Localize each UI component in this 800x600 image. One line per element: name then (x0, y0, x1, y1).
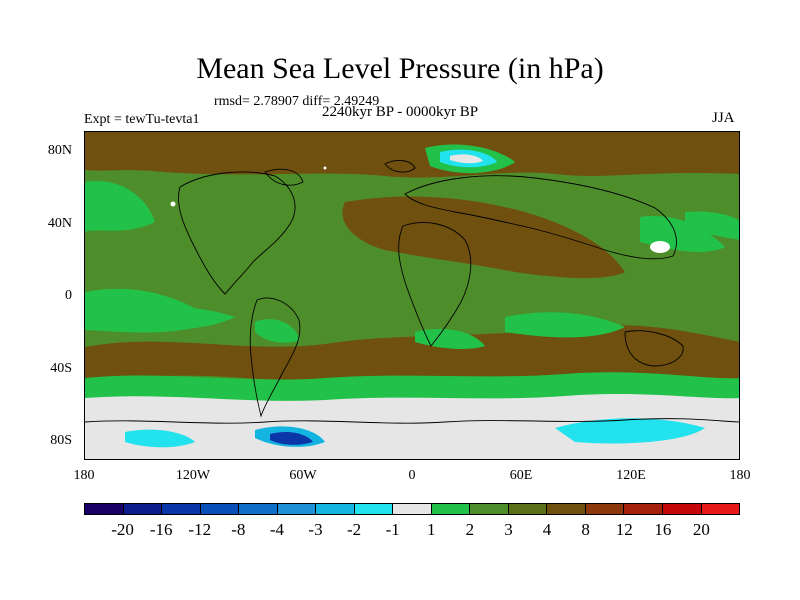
colorbar-label: 8 (581, 520, 590, 539)
colorbar-label: -1 (385, 520, 400, 539)
lon-label-60w: 60W (289, 468, 317, 483)
lon-label-120e: 120E (616, 468, 646, 483)
colorbar-label: 3 (504, 520, 513, 539)
field-north-pacific-east-low (685, 211, 739, 240)
colorbar-box-2 (162, 504, 201, 514)
colorbar-box-0 (85, 504, 124, 514)
colorbar-label: -20 (111, 520, 134, 539)
lon-label-180w: 180 (73, 468, 95, 483)
colorbar-box-6 (316, 504, 355, 514)
field-southern-ocean-low (85, 372, 739, 402)
colorbar-box-11 (508, 504, 548, 514)
plot-title: Mean Sea Level Pressure (in hPa) (196, 52, 604, 85)
field-pacific-patch (120, 306, 235, 330)
field-pacific-north-low (85, 181, 155, 232)
colorbar-box-16 (701, 504, 740, 514)
colorbar-label: 20 (692, 520, 710, 539)
lon-label-0: 0 (408, 468, 416, 483)
colorbar-label: 1 (427, 520, 436, 539)
field-south-high (85, 325, 739, 380)
colorbar-box-4 (239, 504, 278, 514)
pressure-anomaly-map (84, 131, 740, 460)
colorbar-label: 12 (615, 520, 633, 539)
colorbar-box-9 (431, 504, 471, 514)
colorbar-label: -3 (308, 520, 323, 539)
period-label: 2240kyr BP - 0000kyr BP (322, 104, 479, 120)
colorbar-box-1 (123, 504, 163, 514)
coastlines (85, 160, 739, 424)
land-highlights (170, 166, 670, 253)
rmsd-diff-stats: rmsd= 2.78907 diff= 2.49249 (214, 94, 380, 109)
lon-label-120w: 120W (175, 468, 211, 483)
lat-label-equator: 0 (65, 288, 72, 303)
colorbar-box-12 (547, 504, 586, 514)
colorbar-box-8 (393, 504, 432, 514)
colorbar-box-7 (354, 504, 394, 514)
colorbar-label: -12 (188, 520, 212, 539)
colorbar-label: 16 (654, 520, 672, 539)
colorbar-box-3 (200, 504, 240, 514)
colorbar-box-14 (624, 504, 663, 514)
field-antarctic-zero (85, 394, 739, 459)
colorbar-label: -8 (231, 520, 246, 539)
colorbar-label: -2 (347, 520, 362, 539)
field-weddell-deep-neg (270, 431, 313, 445)
lat-label-80n: 80N (47, 143, 72, 158)
field-south-america-low (255, 319, 300, 343)
colorbar-box-15 (662, 504, 702, 514)
field-scandinavia-zero (450, 154, 483, 164)
season-label: JJA (712, 110, 735, 126)
field-eurasia-high (342, 196, 625, 279)
colorbar-box-5 (277, 504, 317, 514)
experiment-label: Expt = tewTu-tevta1 (84, 112, 200, 127)
lat-label-40n: 40N (47, 216, 72, 231)
lat-label-40s: 40S (50, 361, 72, 376)
colorbar-box-10 (470, 504, 509, 514)
colorbar-label: 2 (465, 520, 475, 539)
lon-label-180e: 180 (729, 468, 751, 483)
map-canvas (85, 132, 739, 459)
colorbar-box-13 (585, 504, 625, 514)
field-ross-sea-neg (125, 429, 195, 448)
lon-label-60e: 60E (509, 468, 533, 483)
field-east-antarctica-neg (555, 418, 705, 444)
lat-label-80s: 80S (50, 433, 72, 448)
field-arctic-high (85, 132, 739, 178)
colorbar-label: -4 (269, 520, 285, 539)
colorbar-label: 4 (542, 520, 552, 539)
field-indian-ocean-low (505, 312, 625, 338)
colorbar-label: -16 (149, 520, 173, 539)
colorbar (84, 503, 740, 515)
